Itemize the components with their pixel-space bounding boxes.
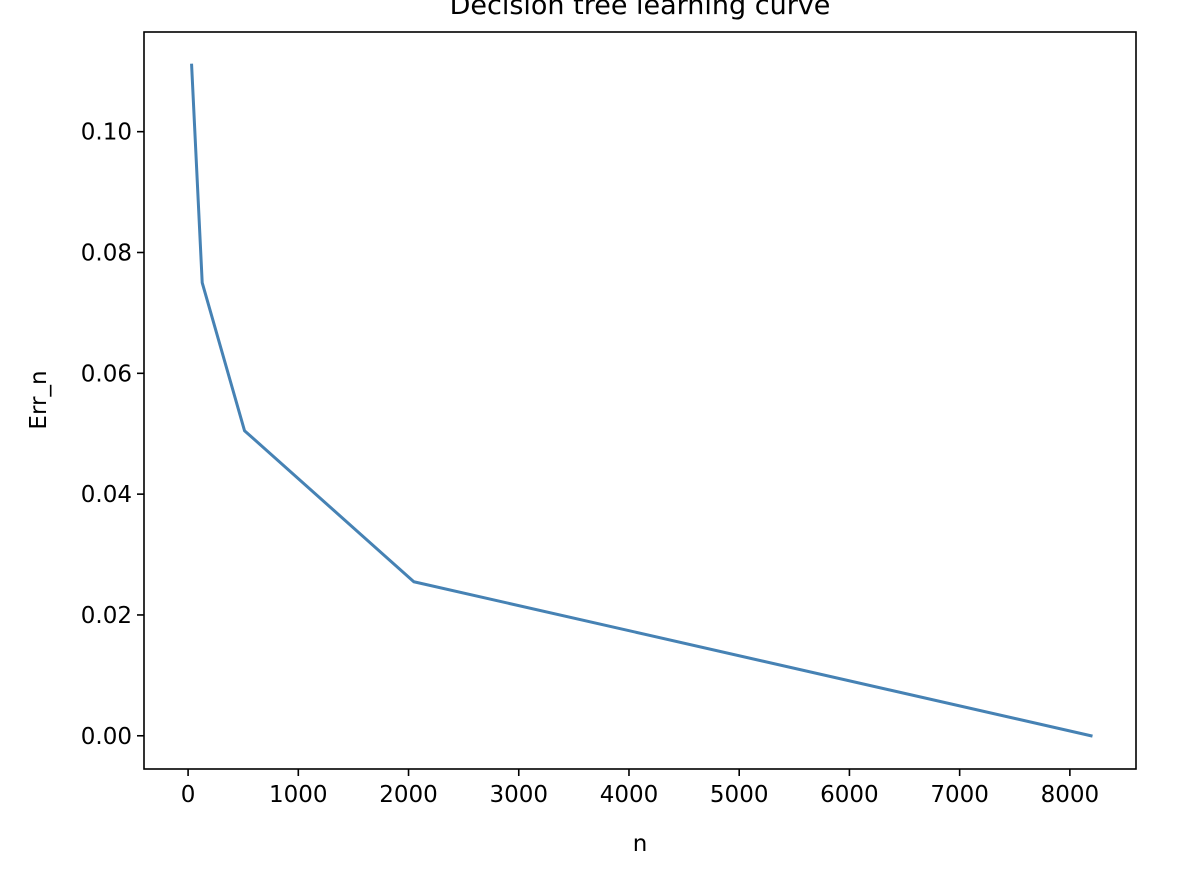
y-tick-label: 0.02 [81, 603, 132, 629]
x-tick-label: 3000 [489, 782, 548, 808]
x-tick-label: 0 [181, 782, 196, 808]
y-tick-label: 0.08 [81, 240, 132, 266]
y-tick-label: 0.00 [81, 724, 132, 750]
series-line [190, 63, 1093, 738]
axes-frame [143, 31, 1137, 770]
x-tick-label: 7000 [930, 782, 989, 808]
y-tick-label: 0.04 [81, 482, 132, 508]
chart-title: Decision tree learning curve [450, 0, 831, 21]
x-axis-ticks: 0 1000 2000 3000 4000 5000 6000 7000 8000 [181, 769, 1099, 808]
x-tick-label: 1000 [269, 782, 328, 808]
x-tick-label: 5000 [710, 782, 769, 808]
x-tick-label: 6000 [820, 782, 879, 808]
y-axis-label: Err_n [26, 370, 52, 429]
y-axis-ticks: 0.00 0.02 0.04 0.06 0.08 0.10 [81, 120, 144, 750]
y-tick-label: 0.06 [81, 361, 132, 387]
x-tick-label: 4000 [600, 782, 659, 808]
x-tick-label: 2000 [379, 782, 438, 808]
plot-area [190, 63, 1093, 738]
x-tick-label: 8000 [1041, 782, 1100, 808]
y-tick-label: 0.10 [81, 120, 132, 146]
x-axis-label: n [633, 831, 648, 857]
